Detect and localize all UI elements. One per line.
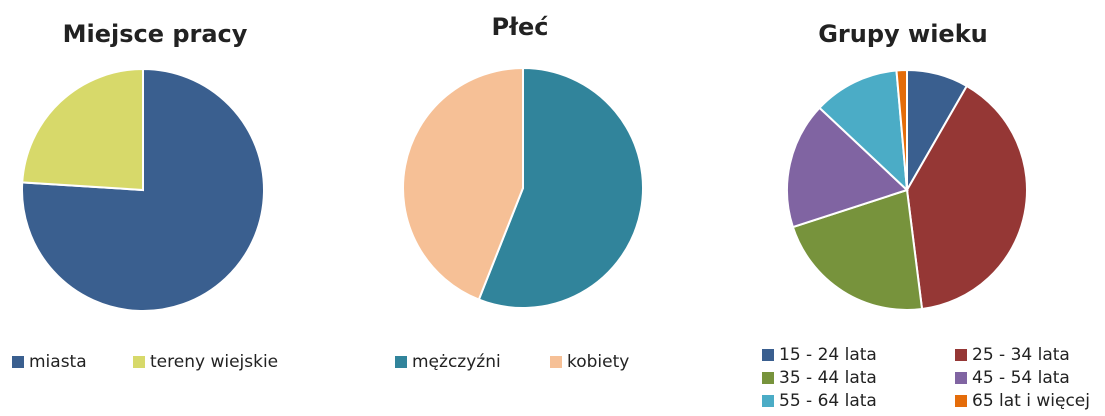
chart-title: Grupy wieku: [818, 20, 988, 48]
legend-label: 25 - 34 lata: [972, 345, 1070, 365]
legend-label: 55 - 64 lata: [779, 391, 877, 411]
legend-label: mężczyźni: [412, 352, 501, 372]
pie-slice: [21, 67, 144, 192]
legend-swatch: [955, 349, 967, 361]
legend-label: 65 lat i więcej: [972, 391, 1090, 411]
pie-slice: [905, 84, 1028, 311]
legend-swatch: [762, 349, 774, 361]
pie-slice: [895, 68, 908, 191]
legend-swatch: [550, 356, 562, 368]
pie-slice: [477, 66, 644, 309]
chart-title: Miejsce pracy: [63, 20, 248, 48]
chart-title: Płeć: [492, 13, 549, 41]
legend-label: miasta: [29, 352, 87, 372]
legend-label: 15 - 24 lata: [779, 345, 877, 365]
legend-swatch: [762, 395, 774, 407]
pie-slice: [818, 69, 909, 193]
legend-label: tereny wiejskie: [150, 352, 278, 372]
pie-slice: [786, 106, 909, 229]
legend-swatch: [955, 372, 967, 384]
legend-label: 35 - 44 lata: [779, 368, 877, 388]
legend-swatch: [133, 356, 145, 368]
legend-label: 45 - 54 lata: [972, 368, 1070, 388]
legend-label: kobiety: [567, 352, 629, 372]
legend-swatch: [955, 395, 967, 407]
pie-slice: [402, 66, 524, 301]
pie-slice: [791, 188, 924, 311]
legend-swatch: [395, 356, 407, 368]
legend-swatch: [762, 372, 774, 384]
legend-swatch: [12, 356, 24, 368]
